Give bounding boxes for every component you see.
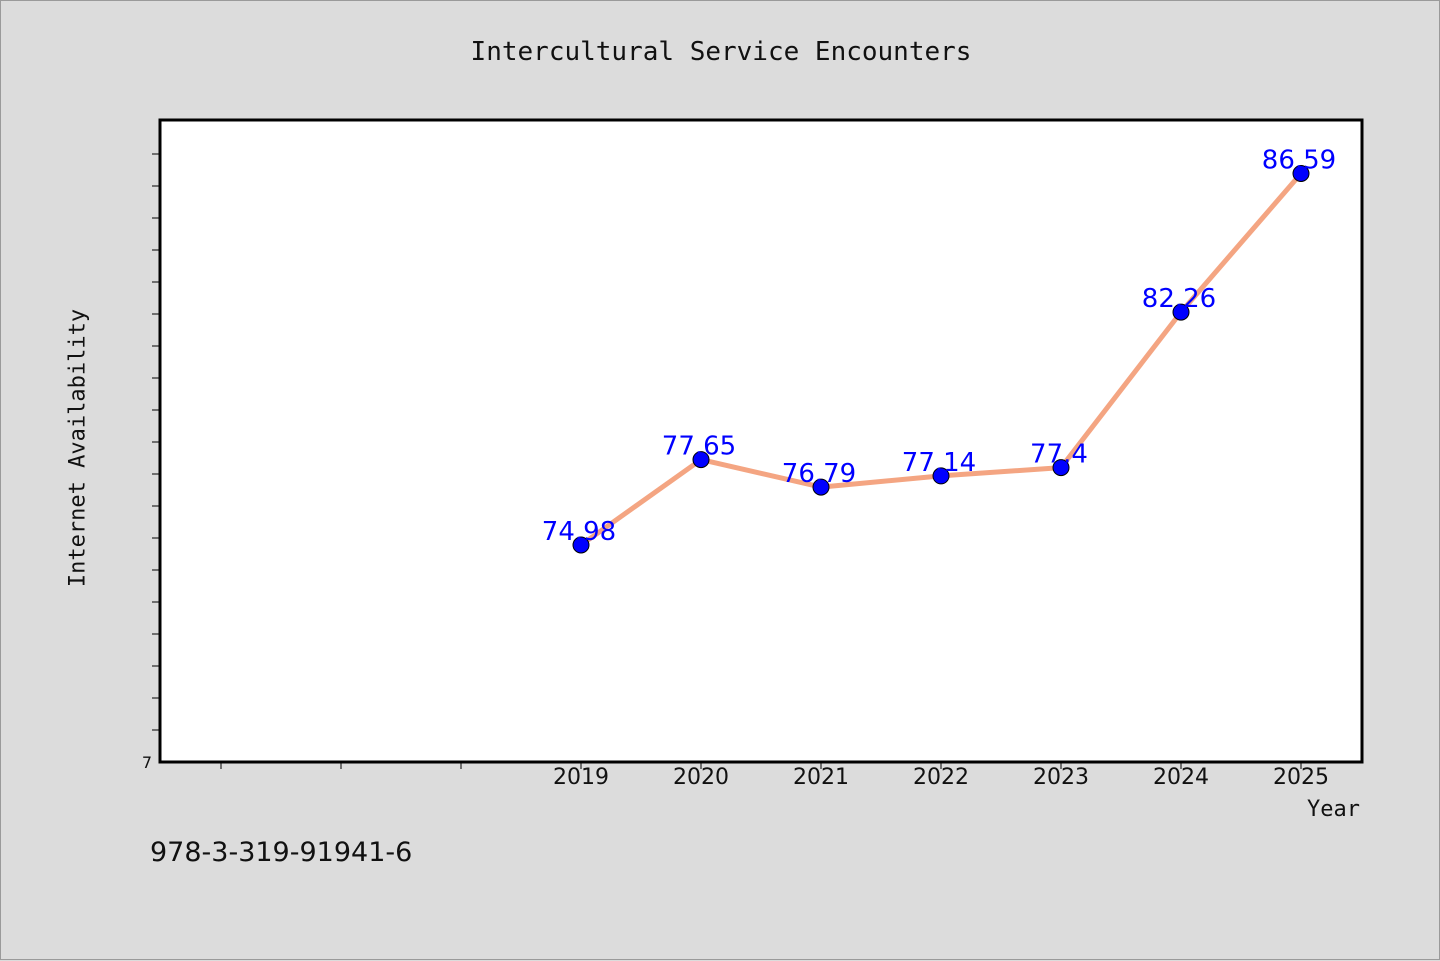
chart-title: Intercultural Service Encounters xyxy=(470,37,972,67)
data-point-marker xyxy=(1292,165,1310,182)
data-point-marker xyxy=(1172,303,1190,321)
x-tick-label: 2019 xyxy=(553,765,609,790)
y-axis-label: Internet Availability xyxy=(65,308,91,588)
data-label: 77.4 xyxy=(1030,440,1088,470)
y-axis-tick-labels: 7 xyxy=(142,753,152,772)
x-axis-tick-labels: 2019 2020 2021 2022 2023 2024 2025 xyxy=(553,765,1329,790)
x-tick-label: 2024 xyxy=(1153,765,1209,790)
data-point-marker xyxy=(1052,459,1070,477)
series-group: 74.98 77.65 76.79 77.14 77.4 82.26 86.59 xyxy=(542,146,1336,554)
data-label: 76.79 xyxy=(782,459,856,489)
y-axis-ticks xyxy=(152,153,160,731)
x-tick-label: 2020 xyxy=(673,765,729,790)
plot-area xyxy=(158,118,1364,764)
data-point-marker xyxy=(692,451,710,469)
x-tick-label: 2025 xyxy=(1273,765,1329,790)
isbn-footer: 978-3-319-91941-6 xyxy=(150,837,413,868)
data-point-marker xyxy=(812,478,830,496)
data-label: 86.59 xyxy=(1262,146,1336,176)
x-axis-label: Year xyxy=(1307,797,1360,822)
data-point-marker xyxy=(932,467,950,485)
data-label: 77.14 xyxy=(902,448,976,478)
y-tick-label: 7 xyxy=(142,753,152,772)
x-tick-label: 2021 xyxy=(793,765,849,790)
data-label: 77.65 xyxy=(662,432,736,462)
x-tick-label: 2022 xyxy=(913,765,969,790)
x-axis-ticks xyxy=(220,762,1302,769)
x-tick-label: 2023 xyxy=(1033,765,1089,790)
data-point-marker xyxy=(572,536,590,554)
data-label: 74.98 xyxy=(542,517,616,547)
data-label: 82.26 xyxy=(1142,284,1216,314)
